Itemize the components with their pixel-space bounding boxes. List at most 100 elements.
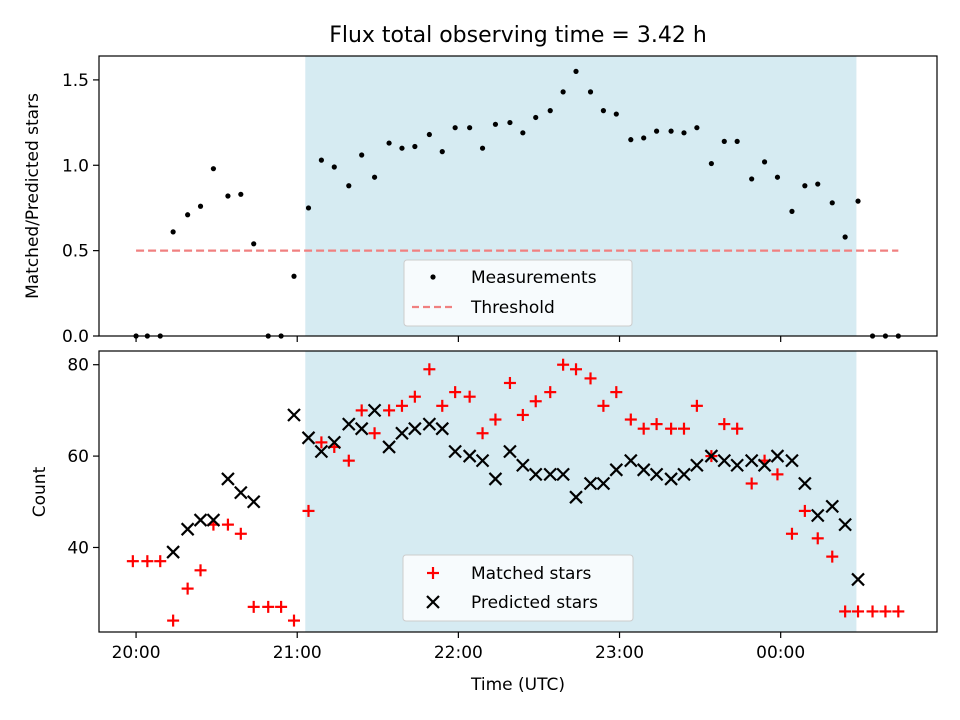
- matched-star-marker: [408, 390, 421, 403]
- measurement-point: [412, 143, 418, 150]
- matched-star-marker: [423, 363, 436, 376]
- matched-star-marker: [892, 605, 905, 618]
- matched-star-marker: [355, 404, 368, 417]
- matched-star-marker: [544, 386, 557, 399]
- measurement-point: [492, 121, 499, 127]
- predicted-star-marker: [677, 467, 691, 482]
- predicted-star-marker: [488, 472, 503, 486]
- predicted-star-marker: [528, 467, 543, 482]
- matched-star-marker: [463, 390, 476, 403]
- predicted-star-marker: [704, 449, 719, 463]
- top-y-axis-label: Matched/Predicted stars: [23, 93, 43, 299]
- predicted-star-marker: [569, 490, 583, 504]
- top-legend: Measurements Threshold: [403, 259, 633, 327]
- predicted-star-marker: [234, 485, 248, 500]
- matched-star-marker: [234, 527, 247, 540]
- predicted-star-marker: [408, 421, 422, 436]
- measurement-point: [439, 149, 445, 155]
- matched-star-marker: [126, 555, 139, 568]
- predicted-star-marker: [838, 517, 852, 532]
- matched-star-marker: [839, 605, 852, 618]
- predicted-star-marker: [448, 444, 462, 459]
- measurement-point: [346, 183, 352, 189]
- legend-matched-label: Matched stars: [471, 564, 591, 584]
- predicted-star-marker: [543, 467, 558, 482]
- measurement-point: [452, 125, 458, 131]
- measurement-point: [815, 181, 821, 187]
- matched-star-marker: [275, 600, 288, 613]
- matched-star-marker: [866, 605, 879, 618]
- matched-star-marker: [247, 600, 260, 613]
- measurement-point: [789, 208, 795, 214]
- measurement-point: [587, 89, 594, 95]
- predicted-star-marker: [757, 458, 772, 473]
- bottom-legend: Matched stars Predicted stars: [402, 554, 634, 622]
- predicted-star-marker: [475, 453, 490, 468]
- top-marks: [133, 68, 901, 339]
- predicted-star-marker: [314, 444, 329, 459]
- matched-star-marker: [516, 408, 529, 421]
- measurement-point: [238, 191, 244, 197]
- x-tick-label: 21:00: [273, 643, 322, 663]
- matched-star-marker: [677, 422, 690, 435]
- predicted-star-marker: [785, 453, 799, 468]
- measurement-point: [855, 198, 861, 204]
- bottom-frame: [98, 350, 938, 633]
- bottom-y-tick-label: 80: [67, 356, 89, 376]
- predicted-star-marker: [690, 458, 704, 473]
- measurement-point: [386, 140, 392, 146]
- predicted-star-marker: [664, 472, 678, 486]
- matched-star-marker: [852, 605, 865, 618]
- predicted-star-marker: [301, 431, 316, 445]
- predicted-star-marker: [422, 417, 437, 431]
- predicted-star-marker: [462, 449, 477, 463]
- matched-star-marker: [785, 527, 798, 540]
- matched-star-marker: [597, 399, 610, 412]
- bottom-panel: 40 60 80 20:00 21:00 22:00 23:00 00:00 Count T…: [30, 350, 938, 695]
- top-y-tick-label: 1.5: [62, 71, 89, 91]
- bottom-marks: [126, 358, 905, 627]
- measurement-point: [318, 157, 324, 163]
- measurement-point: [399, 145, 405, 151]
- predicted-star-marker: [516, 458, 530, 473]
- measurement-point: [291, 273, 297, 279]
- matched-star-marker: [141, 555, 154, 568]
- top-y-tick-label: 0.0: [62, 327, 89, 347]
- measurement-point: [547, 108, 553, 114]
- matched-star-marker: [745, 477, 758, 490]
- matched-star-marker: [154, 555, 167, 568]
- matched-star-marker: [557, 358, 570, 371]
- top-x-ticks: [135, 336, 782, 342]
- measurement-point: [507, 119, 513, 126]
- matched-star-marker: [811, 532, 824, 545]
- predicted-star-marker: [342, 417, 356, 431]
- legend-threshold-label: Threshold: [470, 298, 555, 318]
- measurement-point: [761, 159, 768, 165]
- matched-star-marker: [262, 600, 275, 613]
- predicted-star-marker: [596, 476, 611, 491]
- predicted-star-marker: [730, 458, 744, 473]
- x-tick-label: 20:00: [112, 643, 161, 663]
- top-y-tick-label: 0.5: [62, 242, 89, 262]
- matched-star-marker: [650, 418, 663, 431]
- bottom-y-axis-label: Count: [30, 466, 50, 517]
- measurement-point: [251, 241, 257, 247]
- measurement-point: [668, 128, 674, 134]
- measurement-point: [749, 176, 755, 182]
- predicted-star-marker: [395, 426, 409, 441]
- top-panel: 0.0 0.5 1.0 1.5 Flux total observing time =…: [23, 23, 938, 347]
- top-y-ticks: 0.0 0.5 1.0 1.5: [62, 71, 99, 347]
- matched-star-marker: [368, 427, 381, 440]
- legend-measurements-marker: [430, 274, 436, 280]
- predicted-star-marker: [180, 522, 195, 536]
- x-axis-label: Time (UTC): [470, 675, 565, 695]
- matched-star-marker: [342, 454, 355, 467]
- predicted-star-marker: [367, 403, 382, 418]
- top-y-tick-label: 1.0: [62, 156, 89, 176]
- measurement-point: [170, 229, 176, 235]
- bottom-y-ticks: 40 60 80: [67, 356, 99, 558]
- predicted-star-marker: [609, 463, 624, 477]
- measurement-point: [331, 164, 337, 170]
- predicted-star-marker: [206, 513, 221, 527]
- matched-star-marker: [879, 605, 892, 618]
